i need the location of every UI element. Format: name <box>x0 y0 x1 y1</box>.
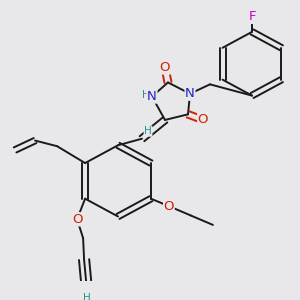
Text: N: N <box>185 87 195 100</box>
Text: O: O <box>198 113 208 127</box>
Text: H: H <box>144 126 152 136</box>
Text: O: O <box>160 61 170 74</box>
Text: O: O <box>164 200 174 213</box>
Text: F: F <box>248 11 256 23</box>
Text: N: N <box>147 90 157 103</box>
Text: H: H <box>142 90 150 100</box>
Text: O: O <box>72 213 82 226</box>
Text: H: H <box>83 293 91 300</box>
